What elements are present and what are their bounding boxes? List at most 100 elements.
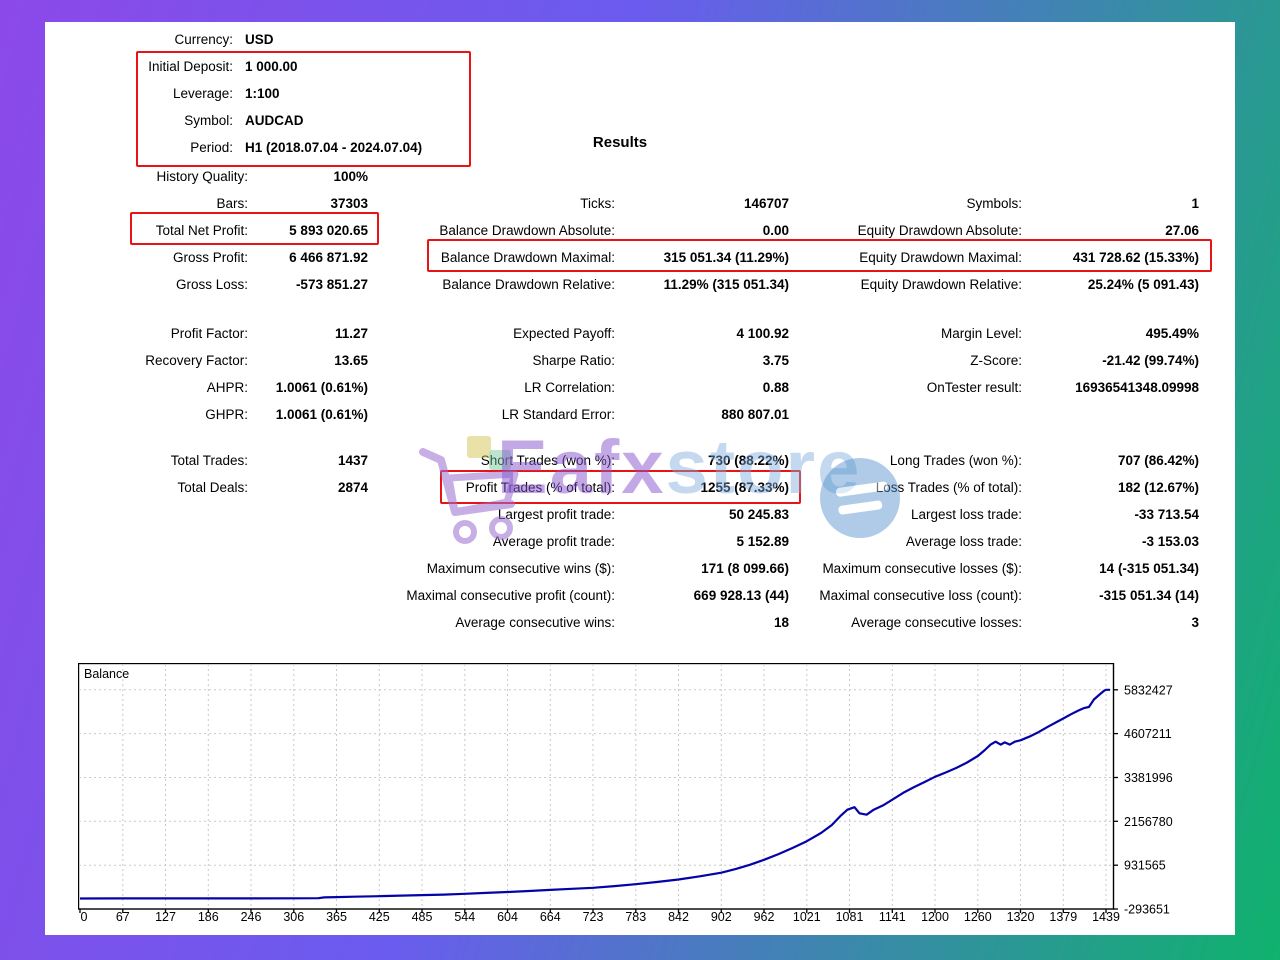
stat-label: Equity Drawdown Absolute: bbox=[857, 223, 1022, 238]
svg-text:306: 306 bbox=[283, 910, 304, 924]
svg-text:425: 425 bbox=[369, 910, 390, 924]
stat-label: Profit Trades (% of total): bbox=[465, 480, 615, 495]
svg-text:485: 485 bbox=[412, 910, 433, 924]
chart-legend-balance: Balance bbox=[84, 667, 130, 681]
stat-value: 11.29% (315 051.34) bbox=[663, 277, 789, 292]
stat-value: 11.27 bbox=[334, 326, 368, 341]
account-info-label: Period: bbox=[190, 140, 233, 155]
svg-text:723: 723 bbox=[583, 910, 604, 924]
svg-text:1260: 1260 bbox=[964, 910, 992, 924]
svg-text:604: 604 bbox=[497, 910, 518, 924]
account-info-label: Initial Deposit: bbox=[148, 59, 233, 74]
stats-row: Profit Factor: 11.27 Expected Payoff: 4 100… bbox=[45, 320, 1199, 347]
stats-row: GHPR: 1.0061 (0.61%) LR Standard Error: 880… bbox=[45, 401, 1199, 428]
stat-label: Long Trades (won %): bbox=[889, 453, 1022, 468]
stat-label: Average consecutive losses: bbox=[851, 615, 1022, 630]
stat-label: OnTester result: bbox=[926, 380, 1022, 395]
stat-value: 669 928.13 (44) bbox=[693, 588, 789, 603]
stat-label: GHPR: bbox=[205, 407, 248, 422]
account-info-row: Leverage: 1:100 bbox=[45, 80, 422, 107]
stat-label bbox=[45, 555, 248, 582]
stat-label: Expected Payoff: bbox=[513, 326, 615, 341]
stat-value bbox=[248, 609, 368, 636]
svg-text:3381996: 3381996 bbox=[1124, 771, 1173, 785]
svg-text:67: 67 bbox=[116, 910, 130, 924]
account-info-row: Currency: USD bbox=[45, 26, 422, 53]
account-info-row: Period: H1 (2018.07.04 - 2024.07.04) bbox=[45, 134, 422, 161]
stat-value bbox=[248, 582, 368, 609]
svg-text:246: 246 bbox=[241, 910, 262, 924]
stat-label bbox=[45, 609, 248, 636]
account-info-label: Currency: bbox=[174, 32, 233, 47]
svg-text:842: 842 bbox=[668, 910, 689, 924]
stat-label: AHPR: bbox=[206, 380, 248, 395]
account-info-label: Leverage: bbox=[172, 86, 233, 101]
stats-row: Bars: 37303 Ticks: 146707 Symbols: 1 bbox=[45, 190, 1199, 217]
account-info-row: Initial Deposit: 1 000.00 bbox=[45, 53, 422, 80]
svg-text:1200: 1200 bbox=[921, 910, 949, 924]
stat-value: 730 (88.22%) bbox=[707, 453, 789, 468]
stat-value: 1.0061 (0.61%) bbox=[275, 380, 368, 395]
stats-row: Total Net Profit: 5 893 020.65 Balance Dra… bbox=[45, 217, 1199, 244]
stat-value bbox=[248, 501, 368, 528]
svg-text:4607211: 4607211 bbox=[1124, 727, 1172, 741]
stat-label: Largest profit trade: bbox=[497, 507, 615, 522]
stat-label: Balance Drawdown Absolute: bbox=[439, 223, 615, 238]
stat-label: Short Trades (won %): bbox=[480, 453, 615, 468]
svg-text:365: 365 bbox=[326, 910, 347, 924]
stat-value: 6 466 871.92 bbox=[289, 250, 368, 265]
stat-label: Balance Drawdown Relative: bbox=[442, 277, 615, 292]
account-info-value: AUDCAD bbox=[245, 113, 304, 128]
stats-row: Total Deals: 2874 Profit Trades (% of tota… bbox=[45, 474, 1199, 501]
stats-row: Maximum consecutive wins ($): 171 (8 099.… bbox=[45, 555, 1199, 582]
stat-value: 171 (8 099.66) bbox=[701, 561, 789, 576]
svg-text:931565: 931565 bbox=[1124, 859, 1166, 873]
stat-value: -21.42 (99.74%) bbox=[1102, 353, 1199, 368]
chart-plot-area: 0 67 127 186 246 306 365 425 485 544 604 664 723 783 8… bbox=[77, 662, 1230, 940]
stat-value: 37303 bbox=[330, 196, 368, 211]
stat-label: Loss Trades (% of total): bbox=[875, 480, 1022, 495]
stat-label bbox=[789, 401, 1022, 428]
stats-row: Average consecutive wins: 18 Average conse… bbox=[45, 609, 1199, 636]
stats-row: Gross Loss: -573 851.27 Balance Drawdown R… bbox=[45, 271, 1199, 298]
stat-value: 431 728.62 (15.33%) bbox=[1072, 250, 1199, 265]
statistics-grid: History Quality: 100% Bars: 37303 Ticks: 1467… bbox=[45, 163, 1199, 636]
stats-row: Gross Profit: 6 466 871.92 Balance Drawdow… bbox=[45, 244, 1199, 271]
stat-value: 1.0061 (0.61%) bbox=[275, 407, 368, 422]
stat-label: LR Correlation: bbox=[524, 380, 615, 395]
svg-text:-293651: -293651 bbox=[1124, 903, 1170, 917]
stat-label bbox=[45, 501, 248, 528]
account-info: Currency: USD Initial Deposit: 1 000.00 Leve… bbox=[45, 26, 422, 161]
stat-label: Balance Drawdown Maximal: bbox=[440, 250, 615, 265]
stat-label: Equity Drawdown Maximal: bbox=[859, 250, 1022, 265]
svg-text:1141: 1141 bbox=[879, 910, 906, 924]
svg-text:186: 186 bbox=[198, 910, 219, 924]
stat-value: 50 245.83 bbox=[728, 507, 789, 522]
stat-value: 13.65 bbox=[334, 353, 368, 368]
stat-value: -33 713.54 bbox=[1134, 507, 1199, 522]
svg-text:962: 962 bbox=[754, 910, 775, 924]
account-info-value: 1 000.00 bbox=[245, 59, 298, 74]
svg-text:544: 544 bbox=[454, 910, 475, 924]
stat-value: 100% bbox=[333, 169, 368, 184]
account-info-value: H1 (2018.07.04 - 2024.07.04) bbox=[245, 140, 423, 155]
stat-value bbox=[1022, 401, 1199, 428]
backtest-report-card: Currency: USD Initial Deposit: 1 000.00 Leve… bbox=[45, 22, 1235, 935]
stat-value: -315 051.34 (14) bbox=[1099, 588, 1199, 603]
stat-value: 16936541348.09998 bbox=[1075, 380, 1199, 395]
account-info-row: Symbol: AUDCAD bbox=[45, 107, 422, 134]
stat-value: -3 153.03 bbox=[1141, 534, 1199, 549]
stat-value: 5 152.89 bbox=[736, 534, 789, 549]
stat-value: 14 (-315 051.34) bbox=[1099, 561, 1199, 576]
stat-value: 5 893 020.65 bbox=[289, 223, 368, 238]
svg-text:127: 127 bbox=[155, 910, 176, 924]
results-title: Results bbox=[592, 134, 648, 151]
svg-text:1439: 1439 bbox=[1092, 910, 1120, 924]
stat-label: Maximal consecutive loss (count): bbox=[819, 588, 1022, 603]
stat-label: Largest loss trade: bbox=[910, 507, 1022, 522]
stat-value: 315 051.34 (11.29%) bbox=[663, 250, 789, 265]
stat-value bbox=[248, 528, 368, 555]
stat-value: 25.24% (5 091.43) bbox=[1087, 277, 1199, 292]
stat-label: Total Trades: bbox=[170, 453, 248, 468]
